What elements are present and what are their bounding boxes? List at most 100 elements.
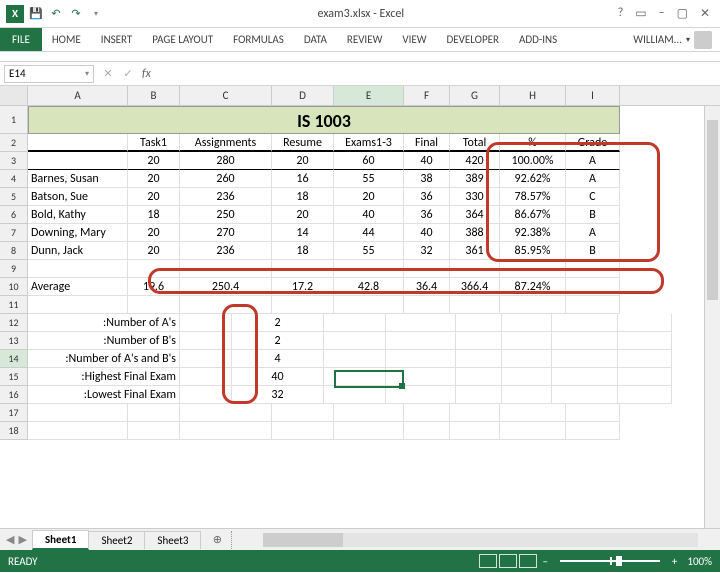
- cell-I[interactable]: Grade: [566, 134, 620, 152]
- cell-I[interactable]: A: [566, 224, 620, 242]
- cell-F[interactable]: 36: [404, 188, 450, 206]
- col-header-H[interactable]: H: [500, 86, 566, 105]
- cell-H[interactable]: [552, 332, 618, 350]
- tab-data[interactable]: DATA: [294, 28, 337, 51]
- cell-D[interactable]: Resume: [272, 134, 334, 152]
- cell-F[interactable]: [404, 404, 450, 422]
- cell-E[interactable]: [334, 404, 404, 422]
- cell-G[interactable]: Total: [450, 134, 500, 152]
- cell-F[interactable]: [456, 350, 502, 368]
- cell-A[interactable]: [28, 404, 128, 422]
- cell-F[interactable]: [404, 260, 450, 278]
- cell-C[interactable]: 2: [232, 314, 324, 332]
- cell-D[interactable]: [324, 368, 386, 386]
- sheet-tab-1[interactable]: Sheet1: [32, 530, 90, 550]
- cell-B[interactable]: [180, 368, 232, 386]
- formula-input[interactable]: [155, 65, 720, 83]
- cell-G[interactable]: 330: [450, 188, 500, 206]
- cell-F[interactable]: 38: [404, 170, 450, 188]
- col-header-I[interactable]: I: [566, 86, 620, 105]
- zoom-out-button[interactable]: –: [538, 555, 551, 568]
- undo-icon[interactable]: ↶: [48, 6, 64, 22]
- cell-E[interactable]: [334, 296, 404, 314]
- cell-B[interactable]: 20: [128, 188, 180, 206]
- cell-H[interactable]: [500, 404, 566, 422]
- row-header-10[interactable]: 10: [0, 278, 28, 296]
- cell-B[interactable]: 20: [128, 152, 180, 170]
- cell-G[interactable]: [450, 404, 500, 422]
- cell-F[interactable]: [456, 386, 502, 404]
- maximize-button[interactable]: ▢: [677, 6, 688, 21]
- cell-E[interactable]: [386, 386, 456, 404]
- cell-H[interactable]: [500, 260, 566, 278]
- cell-I[interactable]: B: [566, 242, 620, 260]
- cell-G[interactable]: [502, 332, 552, 350]
- cell-H[interactable]: [552, 386, 618, 404]
- cell-D[interactable]: [324, 350, 386, 368]
- col-header-A[interactable]: A: [28, 86, 128, 105]
- cell-H[interactable]: 85.95%: [500, 242, 566, 260]
- select-all-corner[interactable]: [0, 86, 28, 105]
- cell-D[interactable]: [324, 332, 386, 350]
- cell-I[interactable]: [566, 278, 620, 296]
- cell-E[interactable]: [334, 422, 404, 440]
- cell-A[interactable]: Lowest Final Exam:: [28, 386, 180, 404]
- cell-F[interactable]: [404, 422, 450, 440]
- zoom-level[interactable]: 100%: [687, 555, 712, 568]
- cell-C[interactable]: 260: [180, 170, 272, 188]
- row-header-14[interactable]: 14: [0, 350, 28, 368]
- zoom-slider[interactable]: [560, 560, 660, 562]
- cell-F[interactable]: 40: [404, 152, 450, 170]
- cell-I[interactable]: [566, 260, 620, 278]
- cell-G[interactable]: 364: [450, 206, 500, 224]
- cell-B[interactable]: [180, 350, 232, 368]
- tab-page-layout[interactable]: PAGE LAYOUT: [142, 28, 223, 51]
- cell-B[interactable]: [180, 314, 232, 332]
- cell-A[interactable]: Dunn, Jack: [28, 242, 128, 260]
- cell-I[interactable]: C: [566, 188, 620, 206]
- cell-F[interactable]: 40: [404, 224, 450, 242]
- cell-C[interactable]: 32: [232, 386, 324, 404]
- minimize-button[interactable]: –: [659, 6, 665, 21]
- cell-H[interactable]: [500, 422, 566, 440]
- cell-E[interactable]: 40: [334, 206, 404, 224]
- cell-D[interactable]: 17.2: [272, 278, 334, 296]
- sheet-tab-2[interactable]: Sheet2: [88, 531, 145, 549]
- cell-C[interactable]: [180, 404, 272, 422]
- sheet-nav[interactable]: ◀▶: [0, 533, 33, 546]
- cell-C[interactable]: 250: [180, 206, 272, 224]
- name-box[interactable]: E14: [4, 65, 94, 83]
- cell-B[interactable]: Task1: [128, 134, 180, 152]
- save-icon[interactable]: 💾: [28, 6, 44, 22]
- vertical-scrollbar[interactable]: [704, 106, 720, 528]
- redo-icon[interactable]: ↷: [68, 6, 84, 22]
- tab-review[interactable]: REVIEW: [337, 28, 393, 51]
- row-header-9[interactable]: 9: [0, 260, 28, 278]
- cell-A[interactable]: [28, 296, 128, 314]
- tab-home[interactable]: HOME: [42, 28, 91, 51]
- cell-C[interactable]: 250.4: [180, 278, 272, 296]
- cell-A[interactable]: Number of A's:: [28, 314, 180, 332]
- cell-C[interactable]: 236: [180, 188, 272, 206]
- cell-D[interactable]: [272, 296, 334, 314]
- cell-G[interactable]: [502, 350, 552, 368]
- tab-addins[interactable]: ADD-INS: [509, 28, 567, 51]
- col-header-E[interactable]: E: [334, 86, 404, 105]
- cell-B[interactable]: [128, 260, 180, 278]
- cell-C[interactable]: 236: [180, 242, 272, 260]
- view-page-layout-icon[interactable]: [499, 554, 517, 568]
- tab-developer[interactable]: DEVELOPER: [437, 28, 509, 51]
- cell-H[interactable]: [552, 314, 618, 332]
- cell-F[interactable]: 32: [404, 242, 450, 260]
- col-header-F[interactable]: F: [404, 86, 450, 105]
- cell-E[interactable]: 20: [334, 188, 404, 206]
- cell-C[interactable]: 280: [180, 152, 272, 170]
- col-header-C[interactable]: C: [180, 86, 272, 105]
- cell-H[interactable]: 92.38%: [500, 224, 566, 242]
- cell-F[interactable]: [456, 332, 502, 350]
- cell-G[interactable]: 420: [450, 152, 500, 170]
- cell-G[interactable]: 366.4: [450, 278, 500, 296]
- cell-C[interactable]: 40: [232, 368, 324, 386]
- cell-H[interactable]: %: [500, 134, 566, 152]
- cell-F[interactable]: [404, 296, 450, 314]
